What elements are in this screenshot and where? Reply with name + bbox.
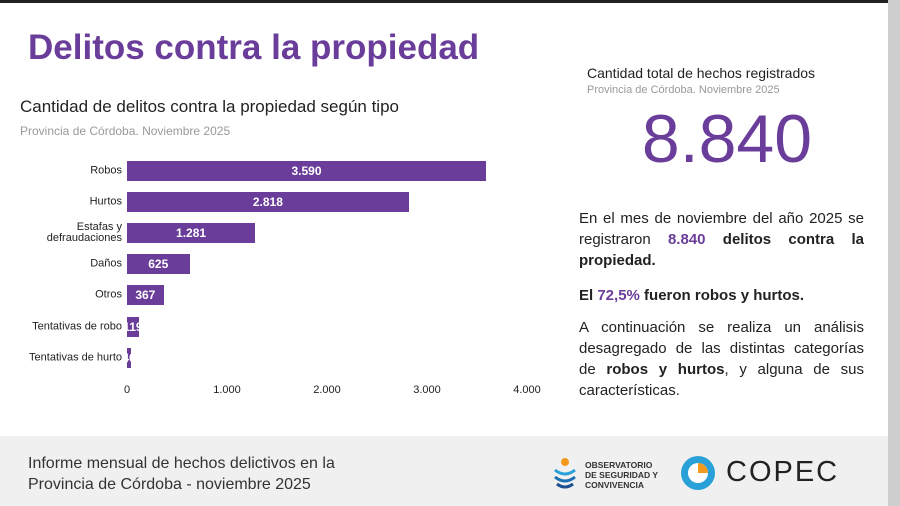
x-tick-label: 1.000	[213, 384, 241, 396]
page-title: Delitos contra la propiedad	[28, 28, 480, 67]
copec-text: COPEC	[726, 456, 840, 488]
value-label: 3.590	[291, 163, 322, 178]
y-tick-label: Tentativas de hurto	[29, 351, 122, 364]
y-tick-label: Estafas y defraudaciones	[46, 221, 122, 244]
bar	[127, 160, 486, 181]
paragraph: A continuación se realiza un análisis de…	[579, 317, 864, 401]
text: A continuación se realiza un análisis de…	[579, 319, 864, 378]
value-label: 1.281	[176, 226, 207, 240]
summary-total: 8.840	[641, 101, 813, 177]
x-tick-label: 4.000	[513, 384, 541, 396]
value-label: 2.818	[252, 194, 283, 209]
y-tick-label: Tentativas de robo	[32, 320, 122, 333]
bar	[127, 285, 164, 306]
chart-subtitle: Provincia de Córdoba. Noviembre 2025	[20, 124, 231, 138]
bar	[127, 223, 256, 243]
value-label: 625	[148, 257, 169, 272]
x-tick-label: 0	[123, 384, 131, 396]
y-tick-label: Daños	[90, 257, 122, 270]
x-tick-label: 3.000	[413, 384, 441, 396]
bar	[127, 191, 409, 212]
text: En el mes de noviembre del año 2025 se r…	[579, 210, 864, 248]
value-label: 40	[122, 350, 136, 365]
text: , y alguna de sus características.	[579, 361, 864, 399]
highlight: 8.840	[667, 231, 706, 248]
y-tick-label: Robos	[90, 164, 122, 177]
paragraph: El 72,5% fueron robos y hurtos.	[579, 285, 864, 306]
y-tick-label: Hurtos	[89, 195, 122, 208]
bold-text: fueron robos y hurtos.	[639, 287, 805, 304]
bar	[127, 347, 131, 368]
value-label: 367	[135, 288, 156, 303]
logo-text: OBSERVATORIO DE SEGURIDAD Y CONVIVENCIA	[585, 460, 658, 490]
right-border	[888, 0, 900, 506]
bar	[127, 254, 190, 275]
summary-title: Cantidad total de hechos registrados	[587, 65, 816, 81]
chart-title: Cantidad de delitos contra la propiedad …	[20, 97, 399, 116]
x-tick-label: 2.000	[313, 384, 341, 396]
bold-text: robos y hurtos	[606, 361, 725, 378]
description: En el mes de noviembre del año 2025 se r…	[579, 208, 864, 401]
logo-icon	[554, 458, 576, 489]
summary-subtitle: Provincia de Córdoba. Noviembre 2025	[587, 84, 780, 96]
top-border	[0, 0, 900, 3]
copec-icon	[681, 456, 715, 490]
bold-text: delitos contra la propiedad.	[579, 231, 864, 269]
footer: Informe mensual de hechos delictivos en …	[0, 436, 888, 506]
y-tick-label: Otros	[95, 288, 122, 301]
chart: 0 1.000 2.000 3.000 4.000 Robos 3.590 Hurtos 2.8…	[29, 160, 541, 396]
paragraph: En el mes de noviembre del año 2025 se r…	[579, 208, 864, 271]
footer-text: Informe mensual de hechos delictivos en …	[28, 455, 335, 493]
value-label: 119	[123, 319, 143, 334]
highlight: 72,5%	[597, 287, 640, 304]
bar	[127, 316, 139, 337]
bold-text: El	[579, 287, 598, 304]
